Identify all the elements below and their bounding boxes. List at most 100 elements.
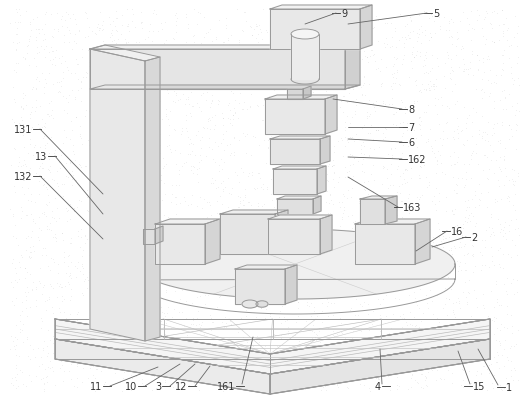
Point xyxy=(64,40,72,46)
Point xyxy=(307,288,316,294)
Point xyxy=(303,299,312,305)
Point xyxy=(40,90,49,97)
Point xyxy=(508,237,516,243)
Point xyxy=(196,41,205,47)
Point xyxy=(127,62,136,68)
Point xyxy=(217,292,225,299)
Point xyxy=(54,270,62,276)
Point xyxy=(494,247,503,253)
Point xyxy=(19,178,28,184)
Point xyxy=(26,271,34,277)
Point xyxy=(381,36,390,42)
Point xyxy=(350,138,358,145)
Point xyxy=(267,197,276,204)
Point xyxy=(122,325,130,331)
Point xyxy=(343,213,352,219)
Point xyxy=(345,272,354,279)
Point xyxy=(315,354,323,360)
Point xyxy=(497,386,505,393)
Point xyxy=(7,279,15,286)
Point xyxy=(123,148,131,154)
Point xyxy=(398,361,407,368)
Point xyxy=(187,89,195,95)
Point xyxy=(88,63,96,69)
Point xyxy=(164,219,172,226)
Point xyxy=(276,365,285,371)
Point xyxy=(127,372,135,378)
Point xyxy=(240,316,248,322)
Point xyxy=(216,230,224,237)
Point xyxy=(175,299,183,306)
Point xyxy=(237,211,245,218)
Point xyxy=(297,176,305,182)
Point xyxy=(252,35,260,42)
Point xyxy=(302,259,310,265)
Point xyxy=(382,41,391,48)
Point xyxy=(114,81,122,87)
Point xyxy=(66,270,75,277)
Point xyxy=(307,196,316,203)
Point xyxy=(463,299,471,306)
Point xyxy=(141,320,149,326)
Point xyxy=(214,81,223,88)
Point xyxy=(327,69,335,76)
Point xyxy=(76,162,84,169)
Point xyxy=(299,353,307,360)
Point xyxy=(363,115,372,122)
Point xyxy=(205,27,214,34)
Polygon shape xyxy=(385,196,397,225)
Point xyxy=(369,53,377,59)
Point xyxy=(356,245,364,252)
Point xyxy=(358,303,367,309)
Point xyxy=(355,336,363,342)
Point xyxy=(171,202,180,208)
Point xyxy=(137,21,145,28)
Point xyxy=(309,213,317,220)
Point xyxy=(254,288,262,294)
Point xyxy=(327,15,336,21)
Point xyxy=(332,276,340,283)
Point xyxy=(462,170,471,176)
Point xyxy=(209,76,217,83)
Point xyxy=(301,352,309,358)
Point xyxy=(115,216,123,222)
Point xyxy=(184,95,193,101)
Point xyxy=(207,146,216,153)
Point xyxy=(211,59,220,65)
Point xyxy=(65,252,74,259)
Point xyxy=(77,198,85,205)
Point xyxy=(80,233,89,239)
Point xyxy=(102,160,110,167)
Point xyxy=(357,328,366,335)
Point xyxy=(323,211,332,217)
Point xyxy=(468,242,476,249)
Point xyxy=(129,334,137,340)
Point xyxy=(162,107,171,113)
Point xyxy=(388,230,396,237)
Point xyxy=(66,16,75,22)
Point xyxy=(42,186,51,192)
Point xyxy=(359,350,367,356)
Point xyxy=(62,10,70,16)
Point xyxy=(454,268,462,275)
Point xyxy=(261,67,270,73)
Point xyxy=(65,28,74,34)
Point xyxy=(155,165,163,172)
Point xyxy=(23,185,32,191)
Point xyxy=(260,138,268,144)
Point xyxy=(415,176,424,182)
Point xyxy=(440,376,449,383)
Point xyxy=(261,27,270,34)
Point xyxy=(330,300,338,306)
Point xyxy=(65,368,74,374)
Point xyxy=(460,162,468,168)
Point xyxy=(51,195,59,202)
Point xyxy=(416,24,425,30)
Point xyxy=(366,200,375,206)
Point xyxy=(499,53,507,59)
Point xyxy=(283,249,291,256)
Point xyxy=(432,84,440,90)
Point xyxy=(43,111,51,118)
Point xyxy=(454,135,463,142)
Point xyxy=(277,303,286,310)
